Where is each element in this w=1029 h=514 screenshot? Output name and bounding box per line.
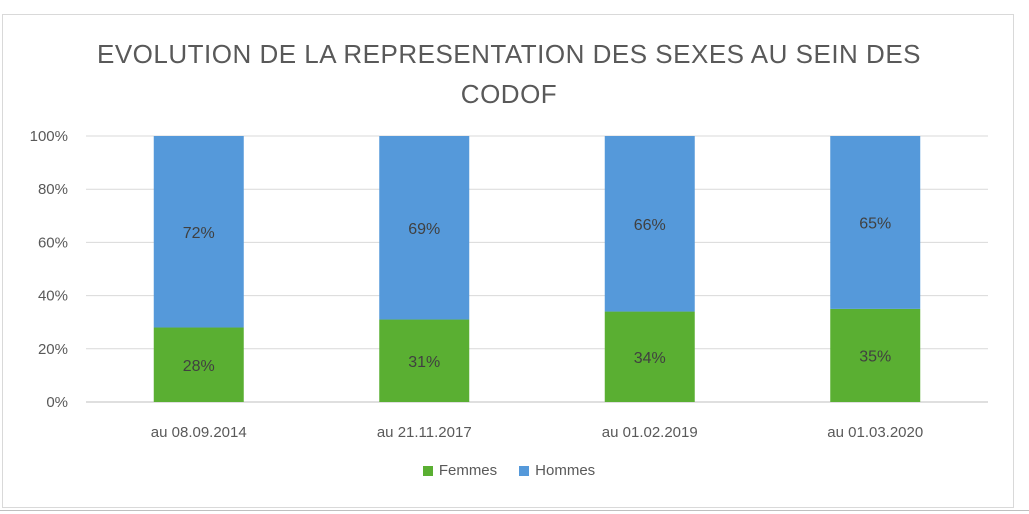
y-axis-tick-labels: 0% 20% 40% 60% 80% 100% xyxy=(30,128,68,411)
data-label-hommes: 66% xyxy=(634,217,666,234)
bottom-border-line xyxy=(0,510,1029,511)
y-tick-label: 0% xyxy=(46,394,68,411)
legend-swatch-hommes xyxy=(519,465,530,476)
legend-label-femmes: Femmes xyxy=(438,462,498,479)
y-tick-label: 20% xyxy=(38,341,68,358)
bar-femmes xyxy=(830,308,921,402)
bar-hommes xyxy=(379,136,470,320)
legend: Femmes Hommes xyxy=(0,462,1018,479)
x-tick-label: au 01.02.2019 xyxy=(602,424,698,441)
data-label-hommes: 69% xyxy=(408,221,440,238)
data-label-femmes: 28% xyxy=(183,358,215,375)
x-tick-label: au 08.09.2014 xyxy=(151,424,247,441)
legend-item-hommes: Hommes xyxy=(519,462,595,479)
legend-item-femmes: Femmes xyxy=(422,462,498,479)
data-label-femmes: 35% xyxy=(859,348,891,365)
y-tick-label: 100% xyxy=(30,128,68,145)
bar-hommes xyxy=(153,136,244,328)
bar-femmes xyxy=(604,311,695,402)
bar-femmes xyxy=(153,327,244,402)
bar-femmes xyxy=(379,319,470,402)
x-axis-tick-labels: au 08.09.2014 au 21.11.2017 au 01.02.2019 a… xyxy=(151,424,923,441)
data-label-femmes: 31% xyxy=(408,354,440,371)
bars: 28% 72% 31% 69% 34% 66% 35% 65% xyxy=(153,136,921,402)
legend-label-hommes: Hommes xyxy=(535,462,596,479)
legend-swatch-femmes xyxy=(422,465,433,476)
data-label-hommes: 65% xyxy=(859,215,891,232)
y-tick-label: 60% xyxy=(38,234,68,251)
data-label-hommes: 72% xyxy=(183,225,215,242)
chart-title: EVOLUTION DE LA REPRESENTATION DES SEXES… xyxy=(96,39,922,109)
y-tick-label: 40% xyxy=(38,288,68,305)
y-tick-label: 80% xyxy=(38,181,68,198)
x-tick-label: au 21.11.2017 xyxy=(377,424,472,441)
data-label-femmes: 34% xyxy=(634,350,666,367)
x-tick-label: au 01.03.2020 xyxy=(827,424,923,441)
bar-hommes xyxy=(604,136,695,312)
bar-hommes xyxy=(830,136,921,309)
